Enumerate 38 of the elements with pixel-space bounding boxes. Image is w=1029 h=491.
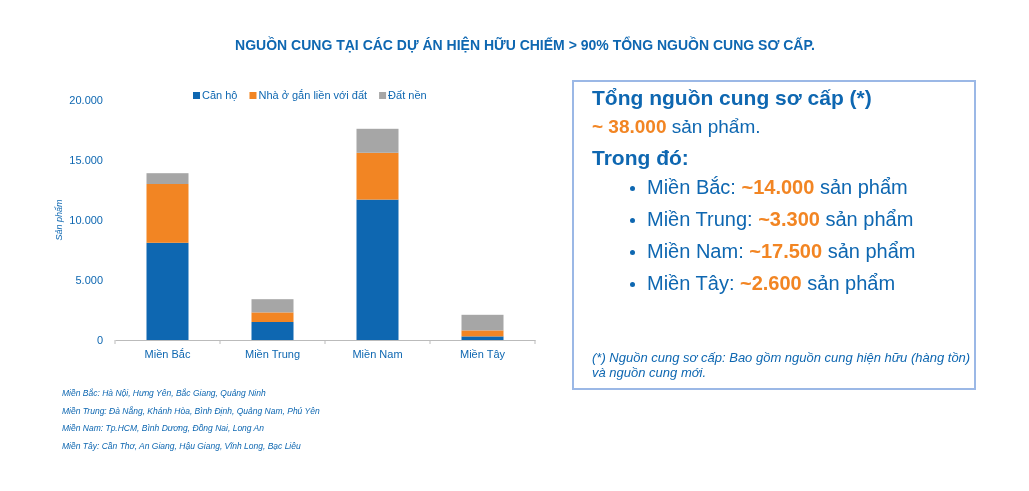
text: Miền Tây: Cần Thơ, An Giang, Hậu Giang, Vĩnh Long, Bạc Liêu [62, 440, 301, 451]
bar [356, 152, 399, 200]
y-tick-label: 5.000 [75, 274, 103, 287]
bar [146, 242, 189, 340]
x-tick-label: Miền Trung [244, 347, 301, 360]
y-tick-label: 0 [96, 334, 103, 347]
bar [356, 199, 399, 340]
bar [251, 299, 294, 313]
y-tick-label: 15.000 [69, 154, 103, 167]
text: Miền Bắc: ~14.000 sản phẩm [647, 176, 908, 198]
x-tick-label: Miền Bắc [144, 347, 191, 360]
bar [146, 184, 189, 243]
text: Miền Tây: ~2.600 sản phẩm [647, 272, 896, 294]
legend-label: Nhà ở gắn liền với đất [258, 89, 368, 101]
text: Tổng nguồn cung sơ cấp (*) [592, 86, 872, 109]
text: (*) Nguồn cung sơ cấp: Bao gồm nguồn cung hiện hữu (hàng tồn) và nguồn cung mới. [592, 350, 971, 380]
y-axis-title: Sản phẩm [54, 198, 64, 241]
text: Miền Nam: Tp.HCM, Bình Dương, Đồng Nai, Long An [62, 423, 265, 433]
text: Trong đó: [592, 146, 689, 169]
bar [461, 314, 504, 331]
bar [251, 312, 294, 322]
x-tick-label: Miền Nam [352, 347, 403, 360]
legend-label: Đất nền [388, 89, 427, 101]
text: Miền Trung: ~3.300 sản phẩm [647, 208, 914, 230]
text: Miền Trung: Đà Nẵng, Khánh Hòa, Bình Định, Quảng Nam, Phú Yên [62, 405, 320, 416]
bar [461, 336, 504, 340]
bar [356, 128, 399, 153]
bar [251, 322, 294, 340]
text: Miền Bắc: Hà Nội, Hưng Yên, Bắc Giang, Quảng Ninh [62, 388, 266, 398]
legend-label: Căn hộ [202, 89, 238, 101]
x-tick-label: Miền Tây [459, 347, 506, 360]
text: Miền Nam: ~17.500 sản phẩm [647, 240, 916, 262]
text: ~ 38.000 sản phẩm. [592, 116, 761, 137]
y-tick-label: 20.000 [69, 94, 103, 107]
chart-title: NGUỒN CUNG TẠI CÁC DỰ ÁN HIỆN HỮU CHIẾM > 90% TỔNG NGUỒN CUNG SƠ CẤP. [235, 36, 815, 53]
bar [461, 330, 504, 337]
bar [146, 173, 189, 184]
y-tick-label: 10.000 [69, 214, 103, 227]
